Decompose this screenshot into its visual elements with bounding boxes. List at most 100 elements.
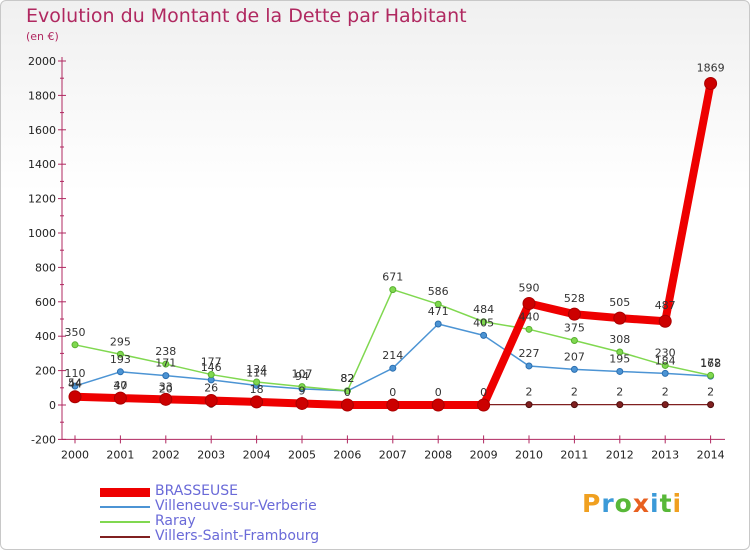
y-tick-label: -200 [31,433,56,446]
data-point-raray [253,378,261,386]
chart-title: Evolution du Montant de la Dette par Hab… [26,5,467,27]
x-tick-label: 2009 [470,448,498,461]
data-point-raray [525,325,533,333]
data-point-raray [616,348,624,356]
legend-label-villeneuve: Villeneuve-sur-Verberie [155,498,317,514]
y-tick-label: 2000 [28,55,56,68]
data-point-villeneuve [116,368,124,376]
data-label-villeneuve: 193 [110,353,131,366]
x-tick-label: 2004 [243,448,271,461]
data-point-villers [570,401,578,409]
data-label-raray: 375 [564,322,585,335]
chart-subtitle: (en €) [26,30,59,43]
proxiti-logo: Proxiti [582,489,683,518]
data-point-brasseuse [159,392,173,406]
data-label-raray: 308 [609,333,630,346]
data-label-raray: 238 [155,345,176,358]
data-label-raray: 440 [519,310,540,323]
x-tick-label: 2000 [61,448,89,461]
y-tick-label: 1400 [28,158,56,171]
data-label-raray: 295 [110,335,131,348]
data-label-villeneuve: 168 [700,357,721,370]
y-tick-label: 1800 [28,89,56,102]
data-label-villers: 2 [662,386,669,399]
data-label-brasseuse: 487 [655,299,676,312]
data-point-brasseuse [204,394,218,408]
data-label-villeneuve: 214 [382,349,403,362]
legend-swatch-villers [100,536,150,538]
legend-swatch-brasseuse [100,488,150,497]
data-point-villers [661,401,669,409]
x-tick-label: 2008 [424,448,452,461]
data-label-brasseuse: 18 [250,383,264,396]
data-point-raray [343,387,351,395]
data-label-villeneuve: 195 [609,352,630,365]
data-label-raray: 484 [473,303,494,316]
data-point-villeneuve [71,382,79,390]
y-tick-label: 1200 [28,193,56,206]
data-label-brasseuse: 590 [519,282,540,295]
data-point-brasseuse [613,311,627,325]
data-label-villeneuve: 405 [473,316,494,329]
data-point-brasseuse [567,307,581,321]
data-point-raray [162,360,170,368]
data-point-villeneuve [389,364,397,372]
x-tick-label: 2002 [152,448,180,461]
data-point-raray [389,286,397,294]
data-label-villers: 2 [571,386,578,399]
data-point-brasseuse [522,297,536,311]
data-label-villers: 54 [68,377,82,390]
data-point-villers [707,401,715,409]
data-point-villers [525,401,533,409]
data-point-villeneuve [570,365,578,373]
legend-label-brasseuse: BRASSEUSE [155,483,238,499]
data-point-villeneuve [162,372,170,380]
data-label-villeneuve: 82 [340,372,354,385]
data-label-raray: 172 [700,356,721,369]
data-label-villeneuve: 146 [201,361,222,374]
data-point-villers [616,401,624,409]
data-point-brasseuse [704,77,718,91]
data-point-brasseuse [477,398,491,412]
legend-swatch-villeneuve [100,506,150,508]
data-point-raray [71,341,79,349]
data-label-villeneuve: 184 [655,354,676,367]
data-label-brasseuse: 40 [113,379,127,392]
data-label-raray: 134 [246,363,267,376]
data-point-villeneuve [525,362,533,370]
data-label-brasseuse: 33 [159,380,173,393]
data-point-brasseuse [340,398,354,412]
x-tick-label: 2012 [606,448,634,461]
data-label-raray: 230 [655,346,676,359]
data-label-brasseuse: 1869 [697,62,725,75]
x-tick-label: 2006 [333,448,361,461]
data-point-raray [434,300,442,308]
data-label-brasseuse: 505 [609,296,630,309]
data-point-villeneuve [434,320,442,328]
data-point-raray [480,318,488,326]
data-point-brasseuse [68,390,82,404]
data-label-villers: 2 [707,386,714,399]
data-label-brasseuse: 0 [389,386,396,399]
y-tick-label: 0 [49,399,56,412]
data-label-raray: 586 [428,285,449,298]
x-tick-label: 2001 [106,448,134,461]
data-point-brasseuse [658,314,672,328]
data-point-raray [298,383,306,391]
x-tick-label: 2007 [379,448,407,461]
data-point-villeneuve [480,331,488,339]
data-point-raray [707,371,715,379]
data-point-raray [116,350,124,358]
data-label-villeneuve: 207 [564,350,585,363]
legend-label-raray: Raray [155,513,196,529]
legend-label-villers: Villers-Saint-Frambourg [155,528,320,544]
data-point-brasseuse [431,398,445,412]
data-label-villers: 2 [526,386,533,399]
data-label-raray: 350 [65,326,86,339]
data-point-brasseuse [250,395,264,409]
x-tick-label: 2010 [515,448,543,461]
data-label-villeneuve: 110 [65,367,86,380]
y-tick-label: 400 [35,330,56,343]
